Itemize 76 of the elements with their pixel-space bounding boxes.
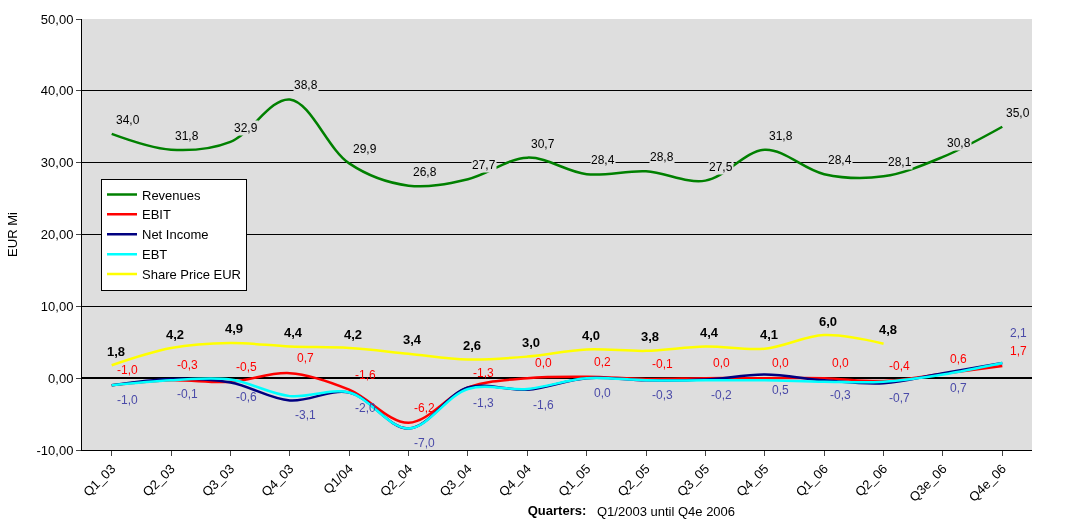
data-label: 2,6	[463, 338, 482, 353]
data-label: 1,8	[107, 344, 126, 359]
y-tick-label: 40,00	[40, 83, 74, 99]
data-label: -0,3	[177, 358, 198, 372]
y-axis-title: EUR Mi	[5, 212, 21, 257]
data-label: -1,0	[117, 363, 138, 377]
data-label: 30,7	[531, 137, 555, 151]
data-label: 28,8	[650, 150, 674, 164]
data-label: -0,5	[236, 360, 257, 374]
data-label: 4,8	[879, 322, 898, 337]
data-label: 0,5	[772, 383, 790, 397]
data-label: -0,1	[652, 357, 673, 371]
legend-label: Share Price EUR	[142, 267, 241, 283]
data-label: 4,4	[284, 325, 303, 340]
data-label: 0,0	[772, 356, 790, 370]
data-label: 31,8	[769, 129, 793, 143]
data-label: 31,8	[175, 129, 199, 143]
data-label: 29,9	[353, 142, 377, 156]
data-label: 2,1	[1010, 326, 1028, 340]
data-label: 27,7	[472, 158, 496, 172]
data-label: -1,6	[533, 398, 554, 412]
data-label: 35,0	[1006, 106, 1030, 120]
data-label: 0,0	[713, 356, 731, 370]
y-tick-label: 10,00	[40, 298, 74, 314]
legend-label: EBIT	[142, 207, 171, 223]
data-label: 28,1	[888, 155, 912, 169]
legend-label: Revenues	[142, 187, 202, 203]
data-label: 0,7	[297, 351, 315, 365]
data-label: 38,8	[294, 78, 318, 92]
legend-label: EBT	[142, 247, 168, 263]
y-tick-label: 30,00	[40, 155, 74, 171]
data-label: 0,0	[535, 356, 553, 370]
data-label: -0,3	[652, 388, 673, 402]
data-label: 0,6	[950, 352, 968, 366]
data-label: 0,0	[832, 356, 850, 370]
data-label: 6,0	[819, 314, 838, 329]
data-label: -0,2	[711, 388, 732, 402]
data-label: 3,8	[641, 329, 660, 344]
data-label: 27,5	[709, 160, 733, 174]
data-label: 4,2	[344, 327, 363, 342]
data-label: 28,4	[828, 153, 852, 167]
x-axis-title: Quarters:	[527, 503, 587, 519]
data-label: 0,0	[594, 386, 612, 400]
data-label: -1,0	[117, 393, 138, 407]
data-label: -0,7	[889, 391, 910, 405]
y-tick-label: 0,00	[48, 370, 74, 386]
data-label: -7,0	[414, 436, 435, 450]
data-label: 4,1	[760, 327, 779, 342]
data-label: 34,0	[116, 113, 140, 127]
data-label: -0,3	[830, 388, 851, 402]
data-label: 0,7	[950, 381, 968, 395]
data-label: 4,2	[166, 327, 185, 342]
data-label: 4,9	[225, 321, 244, 336]
data-label: 28,4	[591, 153, 615, 167]
data-label: 3,4	[403, 332, 422, 347]
data-label: 0,2	[594, 355, 612, 369]
y-tick-label: -10,00	[36, 442, 74, 458]
data-label: 30,8	[947, 136, 971, 150]
data-label: 32,9	[234, 121, 258, 135]
text: Q1/2003 until Q4e 2006	[597, 504, 736, 519]
data-label: 4,4	[700, 325, 719, 340]
data-label: -6,2	[414, 401, 435, 415]
data-label: -0,4	[889, 359, 910, 373]
data-label: -1,3	[473, 396, 494, 410]
data-label: -1,3	[473, 366, 494, 380]
y-tick-label: 50,00	[40, 11, 74, 27]
data-label: 26,8	[413, 165, 437, 179]
data-label: -2,0	[355, 401, 376, 415]
data-label: 1,7	[1010, 344, 1028, 358]
legend-label: Net Income	[142, 227, 209, 243]
data-label: 3,0	[522, 335, 541, 350]
data-label: -0,1	[177, 387, 198, 401]
data-label: 4,0	[582, 328, 601, 343]
y-tick-label: 20,00	[40, 227, 74, 243]
data-label: -3,1	[295, 408, 316, 422]
data-label: -0,6	[236, 390, 257, 404]
